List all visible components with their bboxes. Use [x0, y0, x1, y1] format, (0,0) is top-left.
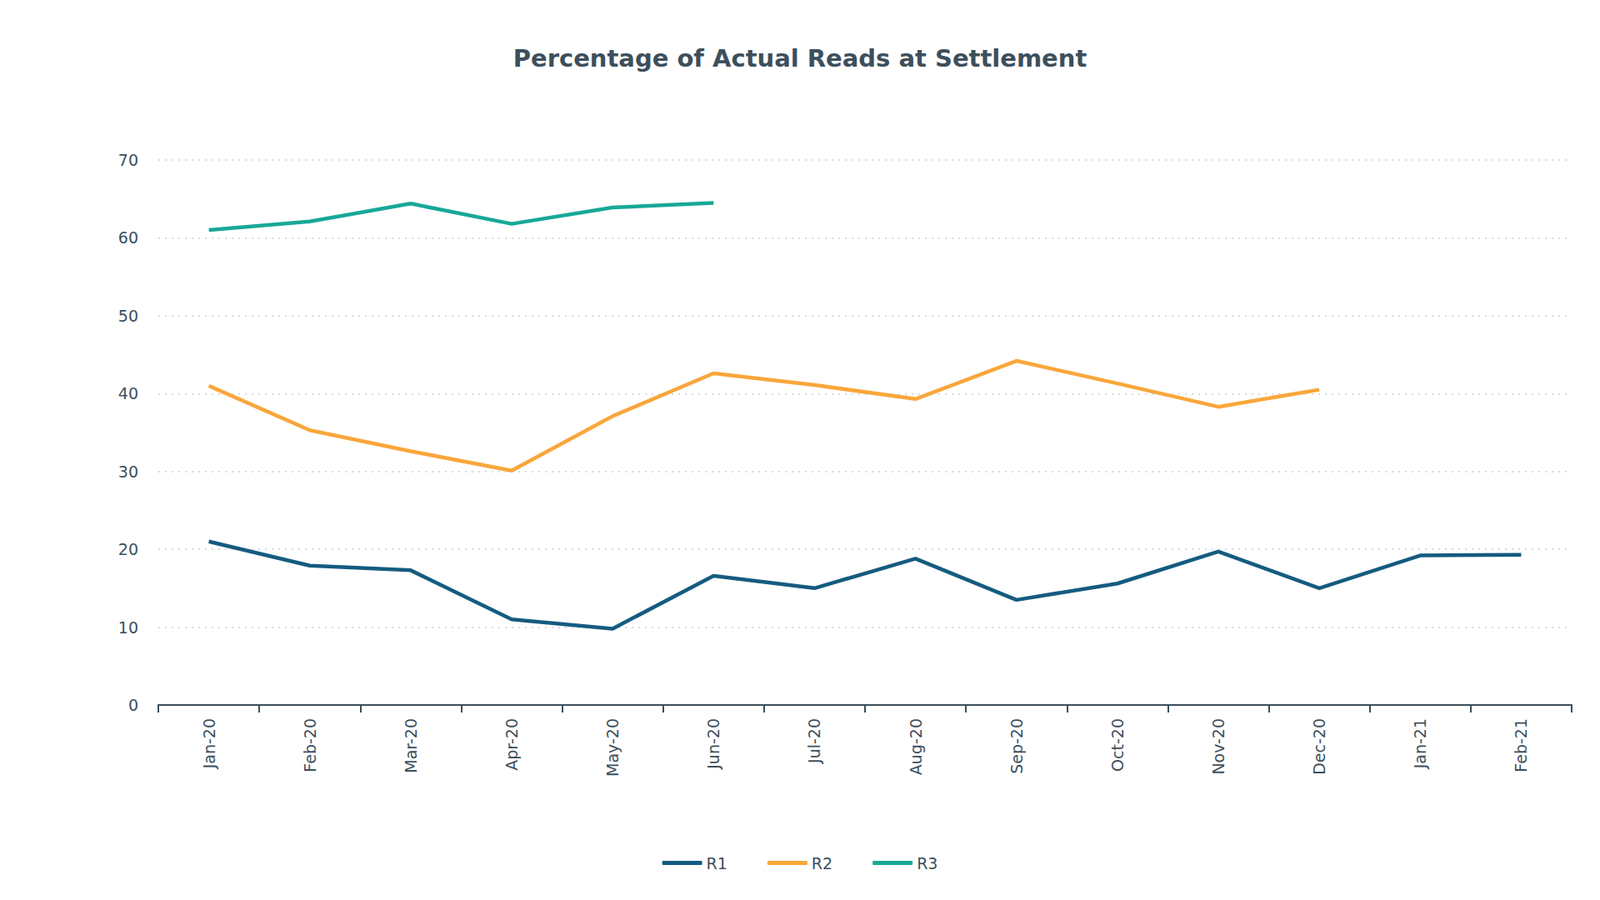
svg-text:Oct-20: Oct-20	[1108, 718, 1127, 772]
svg-text:Percentage of Actual Reads at: Percentage of Actual Reads at Settlement	[513, 44, 1088, 73]
svg-text:R2: R2	[811, 854, 833, 873]
svg-text:Sep-20: Sep-20	[1007, 718, 1026, 775]
svg-text:Feb-21: Feb-21	[1511, 718, 1530, 773]
svg-text:R1: R1	[706, 854, 728, 873]
svg-text:May-20: May-20	[603, 718, 622, 777]
svg-text:30: 30	[118, 462, 139, 481]
svg-text:Dec-20: Dec-20	[1310, 718, 1329, 775]
svg-text:Jun-20: Jun-20	[704, 718, 723, 770]
svg-text:0: 0	[128, 695, 139, 715]
svg-text:Nov-20: Nov-20	[1209, 718, 1228, 775]
svg-text:Apr-20: Apr-20	[502, 718, 521, 771]
svg-text:R3: R3	[916, 854, 938, 873]
svg-text:10: 10	[118, 618, 139, 637]
svg-text:Jul-20: Jul-20	[805, 718, 824, 765]
svg-text:Mar-20: Mar-20	[401, 718, 420, 774]
svg-text:50: 50	[118, 306, 139, 325]
svg-text:70: 70	[118, 150, 139, 170]
svg-text:Feb-20: Feb-20	[300, 718, 320, 773]
svg-text:Jan-20: Jan-20	[200, 718, 219, 770]
svg-text:60: 60	[118, 228, 139, 247]
svg-text:Aug-20: Aug-20	[906, 718, 925, 775]
svg-text:40: 40	[118, 384, 139, 403]
svg-text:Jan-21: Jan-21	[1410, 718, 1430, 770]
svg-text:20: 20	[118, 540, 139, 559]
